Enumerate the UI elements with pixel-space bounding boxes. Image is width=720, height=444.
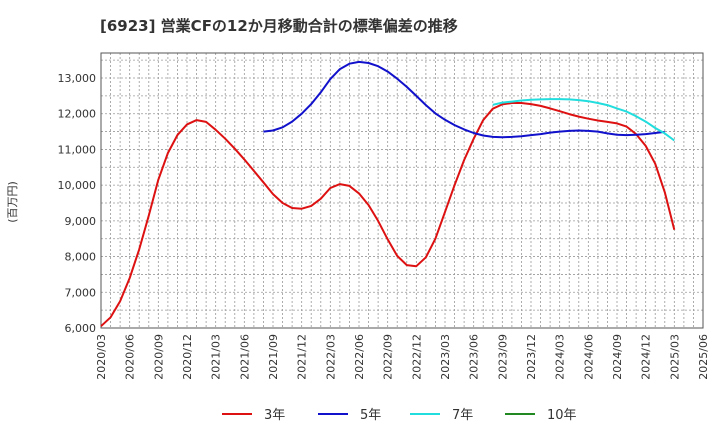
y-tick-label: 7,000: [65, 286, 97, 299]
y-tick-label: 10,000: [58, 179, 97, 192]
x-tick-label: 2024/09: [611, 334, 624, 380]
chart-title: [6923] 営業CFの12か月移動合計の標準偏差の推移: [100, 17, 458, 35]
x-axis-ticks: 2020/03 2020/06 2020/09 2020/12 2021/03 2021/…: [95, 334, 710, 380]
x-tick-label: 2022/06: [353, 334, 366, 380]
y-tick-label: 13,000: [58, 72, 97, 85]
y-tick-label: 8,000: [65, 251, 97, 264]
x-tick-label: 2024/12: [640, 334, 653, 380]
plot-area: [100, 52, 704, 329]
x-tick-label: 2023/06: [468, 334, 481, 380]
x-tick-label: 2022/09: [382, 334, 395, 380]
legend-label-1: 3年: [264, 408, 285, 423]
y-tick-label: 6,000: [65, 322, 97, 335]
x-tick-label: 2023/03: [439, 334, 452, 380]
legend-label-3: 7年: [452, 408, 473, 423]
x-tick-label: 2022/12: [410, 334, 423, 380]
y-tick-label: 11,000: [58, 143, 97, 156]
x-tick-label: 2023/09: [496, 334, 509, 380]
series-line-1: [100, 102, 676, 327]
x-tick-label: 2020/06: [124, 334, 137, 380]
x-tick-label: 2021/03: [210, 334, 223, 380]
grid: [101, 53, 703, 328]
y-tick-label: 9,000: [65, 215, 97, 228]
x-tick-label: 2022/03: [324, 334, 337, 380]
legend: 3年 5年 7年 10年: [222, 408, 577, 423]
x-tick-label: 2021/12: [296, 334, 309, 380]
x-tick-label: 2024/06: [582, 334, 595, 380]
series-line-2: [263, 60, 665, 139]
x-tick-label: 2020/12: [181, 334, 194, 380]
x-tick-label: 2020/03: [95, 334, 108, 380]
legend-label-2: 5年: [360, 408, 381, 423]
x-tick-label: 2023/12: [525, 334, 538, 380]
y-tick-label: 12,000: [58, 108, 97, 121]
y-axis-label: (百万円): [6, 181, 19, 223]
y-axis-ticks: 6,000 7,000 8,000 9,000 10,000 11,000 12,000 13…: [58, 72, 97, 335]
x-tick-label: 2021/06: [238, 334, 251, 380]
x-tick-label: 2025/03: [668, 334, 681, 380]
x-tick-label: 2020/09: [152, 334, 165, 380]
x-tick-label: 2021/09: [267, 334, 280, 380]
x-tick-label: 2024/03: [554, 334, 567, 380]
legend-label-4: 10年: [547, 408, 577, 423]
series-line-3: [492, 98, 675, 142]
x-tick-label: 2025/06: [697, 334, 710, 380]
series-lines: [100, 60, 676, 327]
